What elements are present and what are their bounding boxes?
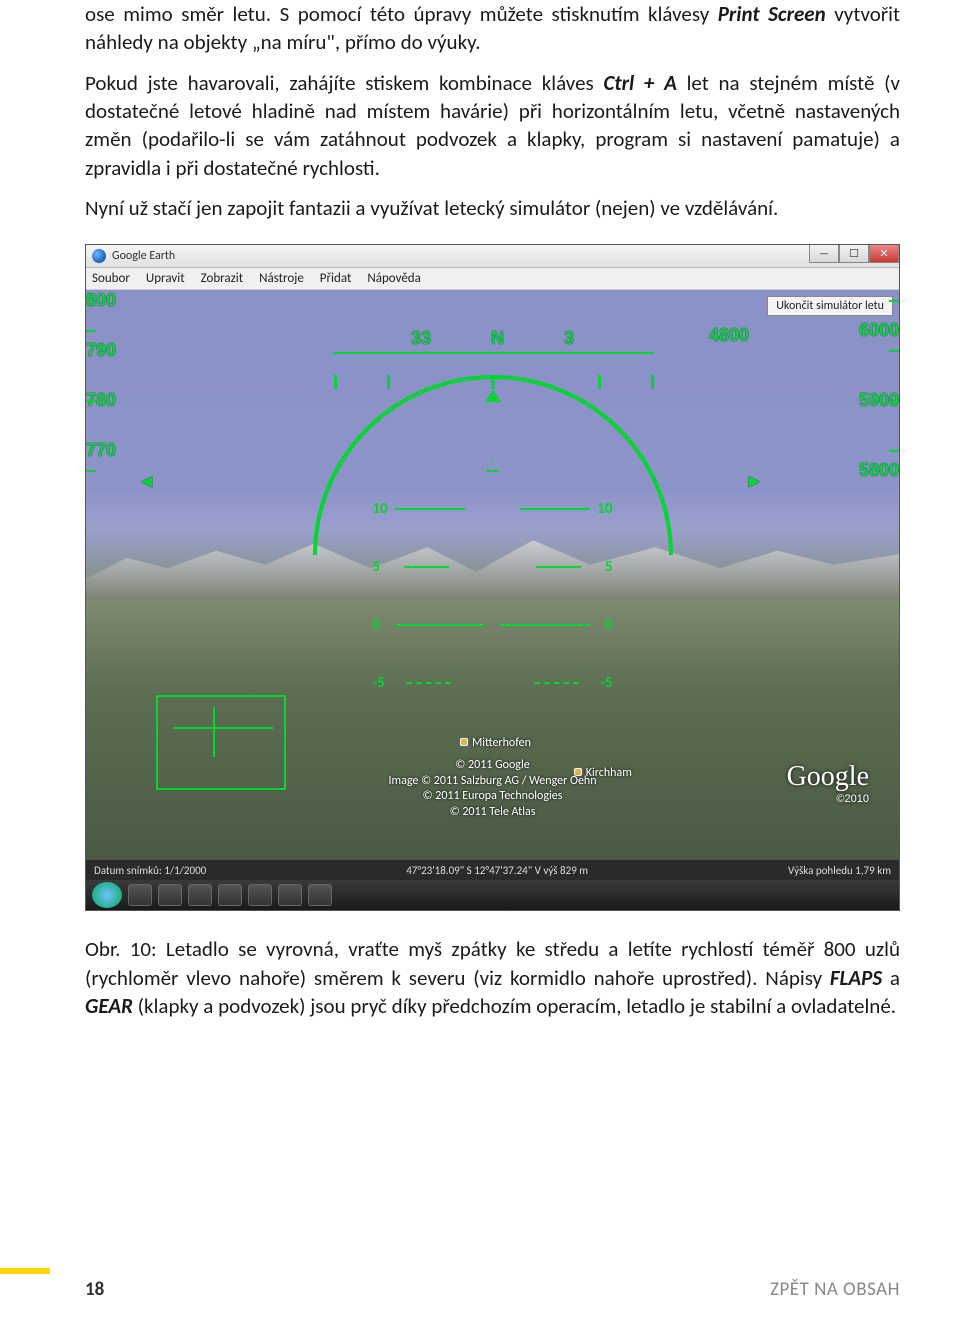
start-button-icon[interactable]	[92, 882, 122, 908]
imagery-credits: © 2011 Google Image © 2011 Salzburg AG /…	[388, 758, 596, 820]
pitch-m5l: -5	[373, 674, 385, 692]
key-ctrl-a: Ctrl + A	[603, 70, 676, 96]
taskbar-item[interactable]	[188, 884, 212, 906]
taskbar-item[interactable]	[218, 884, 242, 906]
hud-heading-line	[333, 352, 653, 354]
taskbar-item[interactable]	[128, 884, 152, 906]
key-print-screen: Print Screen	[718, 1, 826, 27]
para2-pre: Pokud jste havarovali, zahájíte stiskem …	[85, 70, 603, 96]
speed-800: 800	[86, 290, 116, 311]
screenshot-window: Google Earth — ☐ ✕ Soubor Upravit Zobraz…	[85, 244, 900, 911]
menu-zobrazit[interactable]: Zobrazit	[201, 271, 244, 286]
cap-flaps: FLAPS	[830, 965, 882, 991]
hud-speed-tape: 800 790 780 770	[86, 290, 140, 480]
google-logo: Google ©2010	[787, 761, 869, 805]
status-bar: Datum snímků: 1/1/2000 47°23'18.09" S 12…	[86, 860, 899, 880]
menu-nastroje[interactable]: Nástroje	[259, 271, 304, 286]
page-footer: 18 ZPĚT NA OBSAH	[85, 1278, 900, 1301]
paragraph-2: Pokud jste havarovali, zahájíte stiskem …	[85, 69, 900, 182]
hud-heading: 33 N 3	[411, 328, 574, 349]
speed-pointer-icon: ◂	[142, 468, 152, 493]
cap-gear: GEAR	[85, 993, 133, 1019]
window-title: Google Earth	[112, 249, 175, 263]
exit-simulator-button[interactable]: Ukončit simulátor letu	[767, 296, 893, 316]
flight-viewport[interactable]: Ukončit simulátor letu 33 N 3 800 790 78…	[86, 290, 899, 860]
windows-taskbar	[86, 880, 899, 910]
hud-throttle-box	[156, 695, 286, 790]
cap-post: (klapky a podvozek) jsou pryč díky předc…	[133, 993, 896, 1019]
page-number: 18	[85, 1278, 104, 1301]
alt-5900: 5900	[859, 390, 899, 411]
alt-6000: 6000	[859, 320, 899, 341]
menu-soubor[interactable]: Soubor	[92, 271, 130, 286]
heading-3: 3	[564, 328, 574, 349]
pitch-m5r: -5	[600, 674, 612, 692]
cap-mid1: a	[882, 965, 900, 991]
menu-napoveda[interactable]: Nápověda	[367, 271, 421, 286]
place-mitterhofen: Mitterhofen	[460, 736, 531, 750]
google-year: ©2010	[787, 793, 869, 805]
place-dot-icon	[460, 738, 468, 746]
alt-current: 4800	[709, 325, 749, 346]
pitch-0l: 0	[373, 616, 381, 634]
menu-pridat[interactable]: Přidat	[320, 271, 352, 286]
back-to-contents-link[interactable]: ZPĚT NA OBSAH	[770, 1278, 900, 1301]
paragraph-1: ose mimo směr letu. S pomocí této úpravy…	[85, 0, 900, 57]
hud-bank-marker-icon	[485, 390, 501, 402]
speed-790: 790	[86, 340, 116, 361]
taskbar-item[interactable]	[158, 884, 182, 906]
pitch-0r: 0	[605, 616, 613, 634]
google-earth-icon	[92, 249, 106, 263]
speed-770: 770	[86, 440, 116, 461]
credit-line-2: © 2011 Europa Technologies	[388, 789, 596, 805]
window-titlebar: Google Earth — ☐ ✕	[86, 245, 899, 268]
credit-line-3: © 2011 Tele Atlas	[388, 805, 596, 821]
hud-alt-tape: 6000 5900 5800	[86, 480, 156, 730]
taskbar-item[interactable]	[248, 884, 272, 906]
maximize-button[interactable]: ☐	[839, 245, 869, 263]
window-buttons: — ☐ ✕	[809, 245, 899, 263]
heading-33: 33	[411, 328, 431, 349]
hud-pitch-ladder: 10 10 5 5 0 0 -5 -5	[373, 500, 613, 692]
para1-pre: ose mimo směr letu. S pomocí této úpravy…	[85, 1, 718, 27]
status-center: 47°23'18.09" S 12°47'37.24" V výš 829 m	[406, 864, 588, 877]
heading-n: N	[491, 328, 504, 349]
taskbar-item[interactable]	[278, 884, 302, 906]
paragraph-3: Nyní už stačí jen zapojit fantazii a vyu…	[85, 194, 900, 222]
alt-pointer-icon: ▸	[749, 468, 759, 493]
close-button[interactable]: ✕	[869, 245, 899, 263]
cap-pre: Obr. 10: Letadlo se vyrovná, vraťte myš …	[85, 936, 900, 990]
figure-caption: Obr. 10: Letadlo se vyrovná, vraťte myš …	[85, 935, 900, 1020]
status-right: Výška pohledu 1,79 km	[788, 864, 891, 877]
credit-line-0: © 2011 Google	[388, 758, 596, 774]
pitch-5r: 5	[605, 558, 613, 576]
pitch-10r: 10	[597, 500, 612, 518]
alt-5800: 5800	[859, 460, 899, 481]
menu-bar: Soubor Upravit Zobrazit Nástroje Přidat …	[86, 268, 899, 290]
status-left: Datum snímků: 1/1/2000	[94, 864, 206, 877]
pitch-5l: 5	[373, 558, 381, 576]
credit-line-1: Image © 2011 Salzburg AG / Wenger Oehn	[388, 774, 596, 790]
menu-upravit[interactable]: Upravit	[146, 271, 185, 286]
taskbar-item[interactable]	[308, 884, 332, 906]
minimize-button[interactable]: —	[809, 245, 839, 263]
pitch-10l: 10	[373, 500, 388, 518]
page-accent-bar	[0, 1268, 50, 1274]
